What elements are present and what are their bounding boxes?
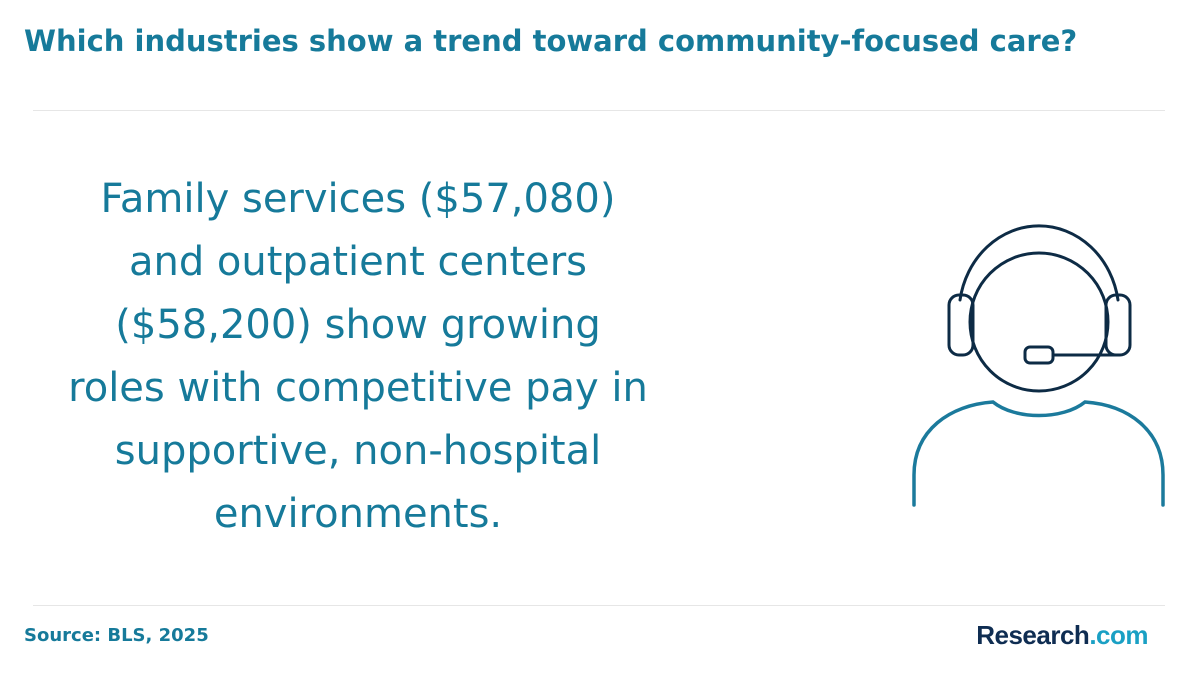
divider <box>33 605 1165 606</box>
logo-suffix: .com <box>1089 620 1148 650</box>
title: Which industries show a trend toward com… <box>24 24 1078 58</box>
divider <box>33 110 1165 111</box>
insight-text: Family services ($57,080) and outpatient… <box>68 176 648 537</box>
logo-brand: Research <box>976 620 1090 650</box>
source: Source: BLS, 2025 <box>24 625 209 646</box>
support-icon <box>912 224 1165 507</box>
logo: Research.com <box>976 620 1148 651</box>
